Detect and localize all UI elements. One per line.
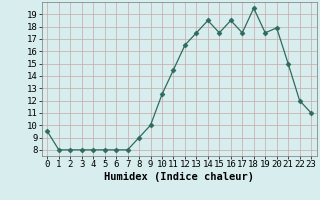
X-axis label: Humidex (Indice chaleur): Humidex (Indice chaleur) [104, 172, 254, 182]
